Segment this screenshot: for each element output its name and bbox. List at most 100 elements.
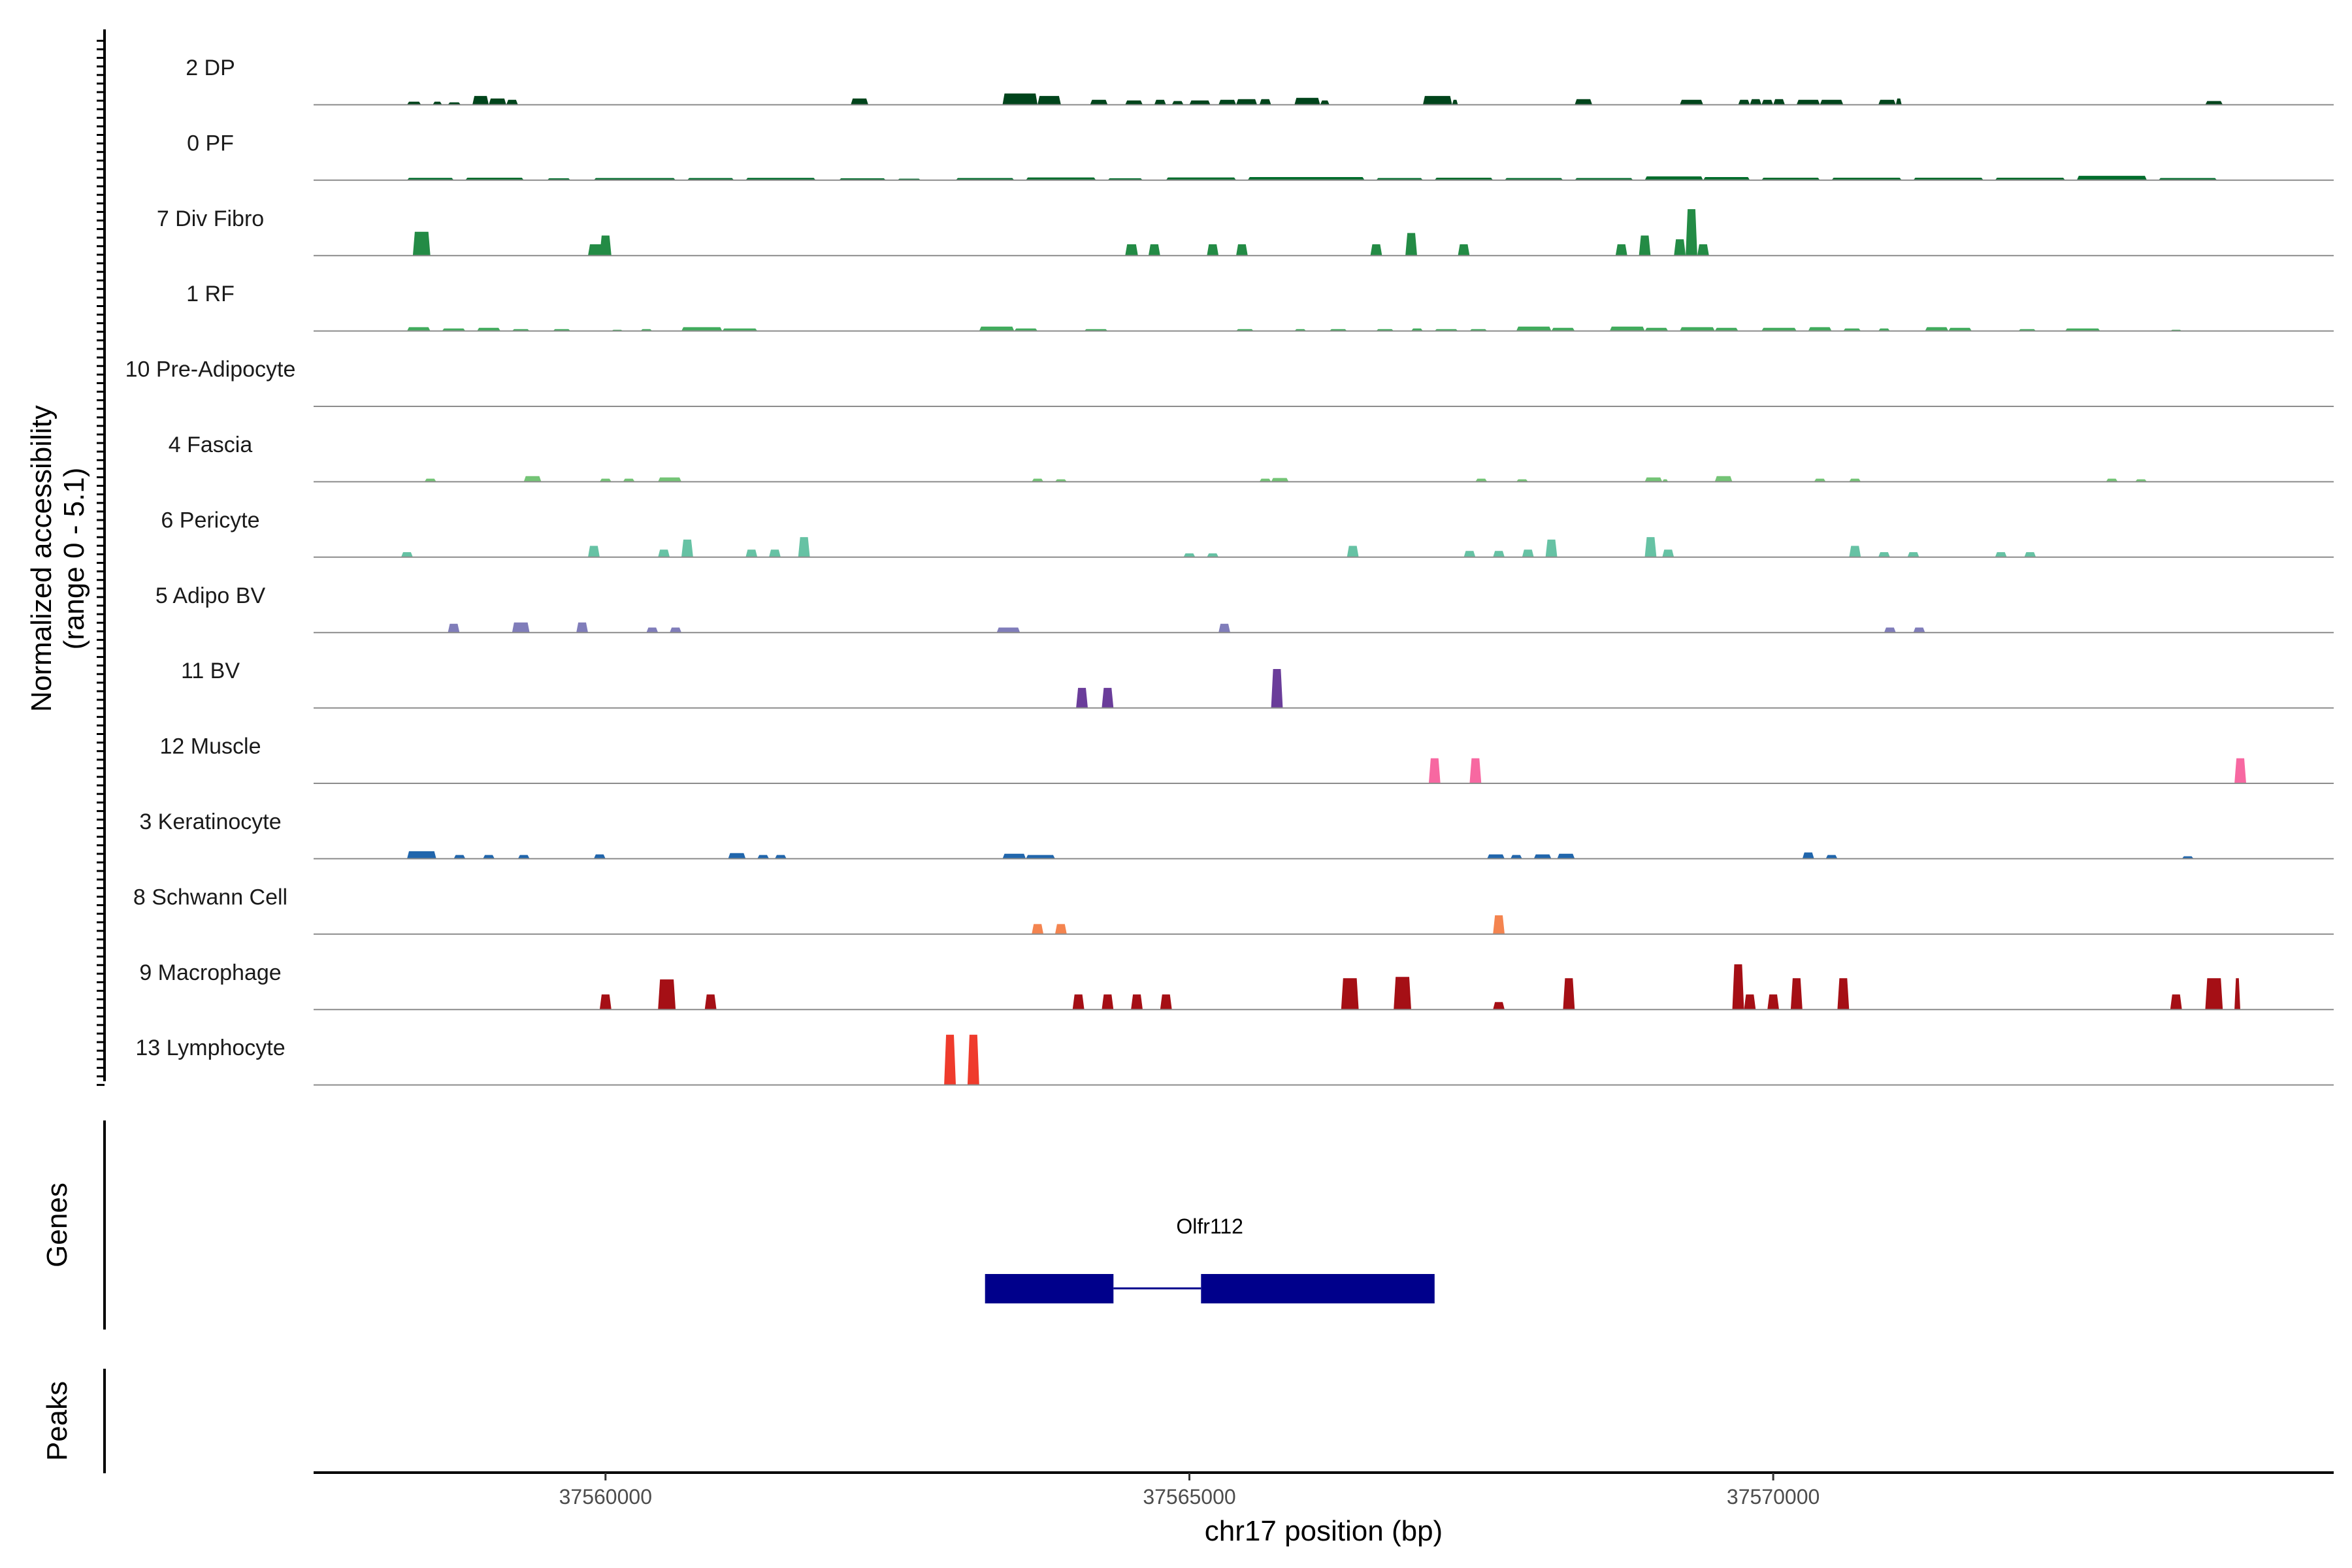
track-label: 1 RF [186,282,235,306]
track-8: 11 BV [181,659,2334,709]
track-label: 0 PF [187,131,234,155]
accessibility-peak [646,627,659,633]
accessibility-peak [1320,100,1330,105]
accessibility-peak [1895,98,1902,105]
track-label: 12 Muscle [160,734,261,759]
accessibility-peak [1849,546,1861,557]
accessibility-peak [1131,994,1143,1010]
accessibility-peak [1662,549,1674,557]
track-9: 12 Muscle [160,734,2334,784]
accessibility-peak [2106,478,2118,482]
accessibility-peak [1773,99,1785,105]
accessibility-peak [1575,99,1593,105]
accessibility-peak [1907,552,1919,557]
accessibility-peak [623,478,635,482]
accessibility-peak [2234,758,2246,783]
accessibility-peak [1370,244,1382,256]
track-label: 9 Macrophage [139,960,281,985]
accessibility-peak [1948,327,1972,331]
accessibility-peak [1697,244,1709,256]
accessibility-peak [658,979,676,1010]
y-axis-title-line1: Normalized accessibility [25,405,57,711]
accessibility-peak [704,994,717,1010]
accessibility-peak [1925,327,1949,331]
accessibility-peak [599,478,612,482]
accessibility-peak [1674,239,1686,256]
accessibility-peak [1878,552,1890,557]
accessibility-peak [670,627,681,633]
accessibility-peak [1236,99,1258,105]
accessibility-peak [1493,915,1505,934]
track-label: 2 DP [186,56,235,80]
accessibility-peak [1493,551,1505,557]
accessibility-peak [506,99,518,105]
accessibility-peak [1796,99,1820,105]
x-axis-title: chr17 position (bp) [1205,1515,1443,1547]
accessibility-peak [2234,978,2240,1010]
accessibility-peak [1714,327,1739,331]
accessibility-peak [1160,994,1172,1010]
track-1: 0 PF [187,131,2334,181]
x-tick-label: 37565000 [1143,1485,1235,1509]
accessibility-peak [745,549,758,557]
accessibility-peak [1563,978,1575,1010]
accessibility-peak [1125,244,1138,256]
accessibility-peak [1072,994,1085,1010]
accessibility-peak [1644,176,1703,180]
accessibility-peak [2076,176,2147,180]
accessibility-peak [1218,99,1236,105]
accessibility-peak [798,537,810,557]
accessibility-peak [407,851,436,859]
accessibility-peak [1615,244,1627,256]
accessibility-peak [1032,478,1044,482]
track-12: 9 Macrophage [139,960,2334,1011]
accessibility-peak [1102,994,1114,1010]
track-label: 8 Schwann Cell [133,885,287,909]
accessibility-peak [1294,97,1320,105]
accessibility-peak [1680,99,1703,105]
track-label: 5 Adipo BV [155,583,266,608]
genes-track: Olfr112 [985,1215,1435,1303]
accessibility-peak [2205,978,2223,1010]
accessibility-peak [1347,546,1359,557]
accessibility-peak [588,546,600,557]
track-10: 3 Keratinocyte [139,809,2334,860]
accessibility-peak [1271,669,1283,708]
accessibility-peak [2205,101,2223,105]
accessibility-peak [1913,627,1925,633]
accessibility-peak [1790,978,1803,1010]
accessibility-peak [1259,99,1271,105]
accessibility-peak [967,1034,979,1085]
accessibility-peak [1452,99,1458,105]
accessibility-peak [1995,552,2007,557]
accessibility-peak [1493,1002,1505,1010]
accessibility-peak [1148,244,1160,256]
accessibility-peak [1207,244,1219,256]
genes-panel-title: Genes [41,1183,73,1267]
track-7: 5 Adipo BV [155,583,2334,634]
track-label: 7 Div Fibro [157,206,264,231]
accessibility-peak [1154,99,1166,105]
accessibility-peak [1511,855,1522,859]
accessibility-peak [1644,327,1669,331]
accessibility-peak [2024,552,2036,557]
accessibility-peak [1849,478,1861,482]
accessibility-peak [1644,537,1657,557]
accessibility-peak [1475,478,1488,482]
track-5: 4 Fascia [169,433,2334,483]
accessibility-peak [424,478,436,482]
accessibility-peak [483,855,495,859]
accessibility-peak [1422,95,1452,105]
accessibility-peak [658,477,681,482]
accessibility-peak [1522,549,1534,557]
accessibility-peak [1837,978,1850,1010]
accessibility-peak [1166,177,1236,180]
track-label: 4 Fascia [169,433,253,457]
y-axis-ticks [97,39,105,1086]
accessibility-peak [1428,758,1441,783]
accessibility-peak [523,476,542,482]
accessibility-peak [1545,539,1558,557]
accessibility-peak [1714,476,1733,482]
accessibility-peak [599,235,612,256]
